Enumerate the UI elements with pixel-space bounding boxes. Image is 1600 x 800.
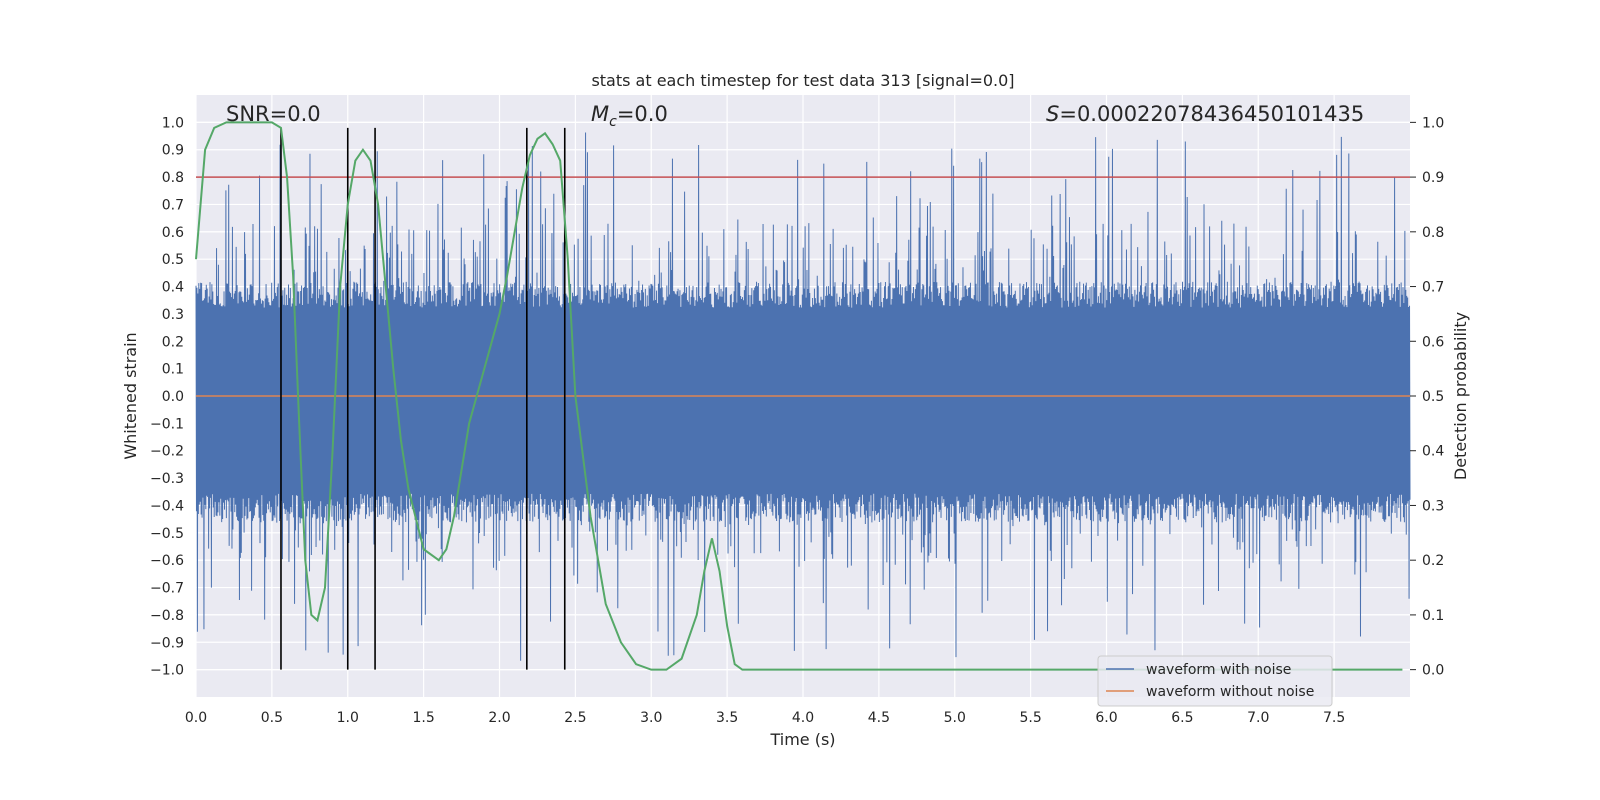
chirp-mass-symbol: M bbox=[591, 102, 609, 126]
y-tick-label: 0.4 bbox=[162, 280, 184, 296]
x-tick-label: 5.0 bbox=[944, 710, 966, 726]
x-tick-label: 4.0 bbox=[792, 710, 814, 726]
x-tick-label: 5.5 bbox=[1019, 710, 1041, 726]
chirp-mass-subscript: c bbox=[609, 114, 617, 130]
x-tick-label: 7.0 bbox=[1247, 710, 1269, 726]
y2-tick-label: 0.9 bbox=[1422, 170, 1444, 186]
y2-tick-label: 0.8 bbox=[1422, 225, 1444, 241]
y2-tick-label: 0.0 bbox=[1422, 663, 1444, 679]
y-tick-label: 0.6 bbox=[162, 225, 184, 241]
annotation-chirp-mass: Mc=0.0 bbox=[591, 102, 668, 130]
y2-tick-labels: 1.0 0.9 0.8 0.7 0.6 0.5 0.4 0.3 0.2 0.1 0.0 bbox=[1410, 115, 1444, 679]
y-tick-label: 0.3 bbox=[162, 307, 184, 323]
y-tick-label: −0.3 bbox=[150, 471, 184, 487]
y-tick-label: −0.2 bbox=[150, 444, 184, 460]
annotation-s: S=0.00022078436450101435 bbox=[1046, 102, 1364, 126]
series-detection-probability bbox=[195, 121, 1403, 671]
x-tick-label: 0.5 bbox=[261, 710, 283, 726]
x-tick-label: 6.5 bbox=[1171, 710, 1193, 726]
y-axis-label: Whitened strain bbox=[121, 332, 140, 459]
series-waveform-with-noise bbox=[195, 132, 1411, 661]
y-tick-label: 0.1 bbox=[162, 362, 184, 378]
y2-tick-label: 0.6 bbox=[1422, 334, 1444, 350]
y-tick-label: 0.2 bbox=[162, 334, 184, 350]
x-tick-label: 1.0 bbox=[337, 710, 359, 726]
s-value: =0.00022078436450101435 bbox=[1059, 102, 1364, 126]
y-tick-label: −0.6 bbox=[150, 553, 184, 569]
x-tick-label: 0.0 bbox=[185, 710, 207, 726]
y2-tick-label: 0.4 bbox=[1422, 444, 1444, 460]
chart-title: stats at each timestep for test data 313… bbox=[591, 71, 1014, 90]
y2-axis-label: Detection probability bbox=[1451, 312, 1470, 480]
y2-tick-label: 0.3 bbox=[1422, 498, 1444, 514]
x-tick-label: 2.5 bbox=[564, 710, 586, 726]
y-tick-label: −0.8 bbox=[150, 608, 184, 624]
x-tick-label: 6.0 bbox=[1095, 710, 1117, 726]
y2-tick-label: 1.0 bbox=[1422, 115, 1444, 131]
y-tick-label: 0.0 bbox=[162, 389, 184, 405]
legend-label-noise: waveform with noise bbox=[1146, 662, 1291, 678]
y-tick-label: −1.0 bbox=[150, 663, 184, 679]
y-tick-label: 1.0 bbox=[162, 115, 184, 131]
annotation-snr: SNR=0.0 bbox=[226, 102, 321, 126]
y-tick-label: 0.8 bbox=[162, 170, 184, 186]
legend-label-clean: waveform without noise bbox=[1146, 684, 1314, 700]
x-tick-label: 3.0 bbox=[640, 710, 662, 726]
x-axis-label: Time (s) bbox=[769, 730, 835, 749]
y-tick-label: 0.7 bbox=[162, 197, 184, 213]
s-symbol: S bbox=[1046, 102, 1059, 126]
y2-tick-label: 0.2 bbox=[1422, 553, 1444, 569]
x-tick-label: 4.5 bbox=[868, 710, 890, 726]
y-tick-label: −0.1 bbox=[150, 416, 184, 432]
y-tick-labels: 1.0 0.9 0.8 0.7 0.6 0.5 0.4 0.3 0.2 0.1 0.0 −0.1 −0.… bbox=[150, 115, 184, 678]
x-tick-label: 3.5 bbox=[716, 710, 738, 726]
y2-tick-label: 0.5 bbox=[1422, 389, 1444, 405]
y-tick-label: −0.9 bbox=[150, 635, 184, 651]
x-tick-label: 1.5 bbox=[412, 710, 434, 726]
y-tick-label: 0.5 bbox=[162, 252, 184, 268]
y2-tick-label: 0.7 bbox=[1422, 280, 1444, 296]
legend-box bbox=[1097, 655, 1333, 707]
y2-tick-label: 0.1 bbox=[1422, 608, 1444, 624]
x-tick-labels: 0.0 0.5 1.0 1.5 2.0 2.5 3.0 3.5 4.0 4.5 5.0 5.5 6.0 6… bbox=[185, 710, 1345, 726]
y-tick-label: −0.7 bbox=[150, 581, 184, 597]
y-tick-label: −0.4 bbox=[150, 498, 184, 514]
x-tick-label: 7.5 bbox=[1323, 710, 1345, 726]
y-tick-label: −0.5 bbox=[150, 526, 184, 542]
y-tick-label: 0.9 bbox=[162, 143, 184, 159]
x-tick-label: 2.0 bbox=[488, 710, 510, 726]
legend: waveform with noise waveform without noi… bbox=[1097, 655, 1333, 707]
chirp-mass-value: =0.0 bbox=[617, 102, 668, 126]
